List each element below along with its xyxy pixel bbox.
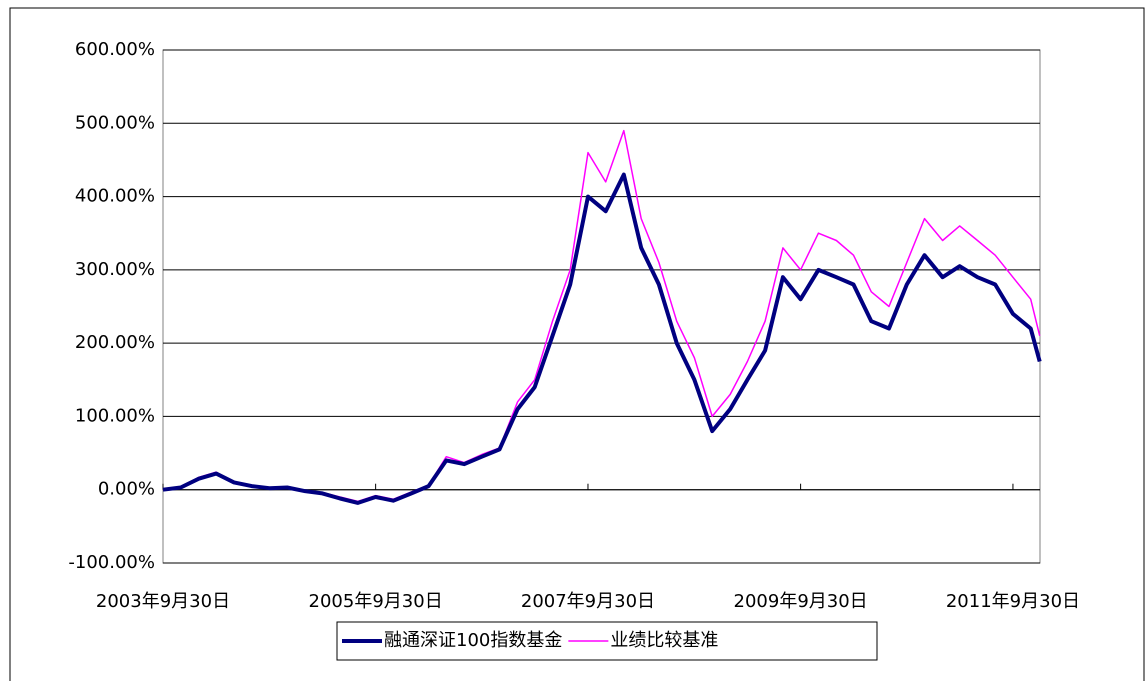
x-tick-label: 2007年9月30日 xyxy=(521,591,655,612)
series-line xyxy=(162,172,1042,505)
legend-label: 融通深证100指数基金 xyxy=(384,630,562,651)
x-tick-label: 2011年9月30日 xyxy=(946,591,1080,612)
legend-box xyxy=(336,621,878,661)
y-tick-label: 500.00% xyxy=(75,112,155,133)
x-tick-label: 2003年9月30日 xyxy=(96,591,230,612)
y-tick-label: 200.00% xyxy=(75,332,155,353)
chart-frame xyxy=(9,7,1145,685)
y-tick-label: 400.00% xyxy=(75,186,155,207)
y-tick-label: -100.00% xyxy=(68,552,155,573)
legend-label: 业绩比较基准 xyxy=(610,630,718,651)
x-tick-label: 2009年9月30日 xyxy=(734,591,868,612)
x-tick-label: 2005年9月30日 xyxy=(309,591,443,612)
y-tick-label: 300.00% xyxy=(75,259,155,280)
y-tick-label: 100.00% xyxy=(75,405,155,426)
y-tick-label: 600.00% xyxy=(75,39,155,60)
y-tick-label: 0.00% xyxy=(98,479,155,500)
